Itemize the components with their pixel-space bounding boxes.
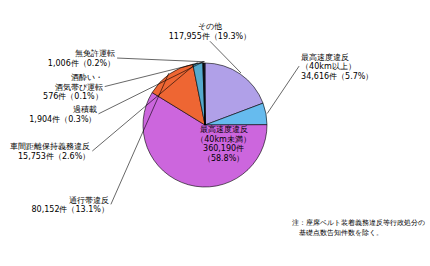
label-line: 34,616件（5.7%）	[301, 71, 373, 80]
category-label: 酒酔い・酒気帯び運転	[55, 73, 103, 92]
leader-line	[117, 58, 205, 62]
label-line: 最高速度違反	[301, 52, 349, 61]
slice-label: 無免許運転1,006件（0.2%）	[48, 49, 115, 68]
slice	[204, 63, 205, 125]
label-line: 15,753件（2.6%）	[18, 151, 90, 160]
slice-label: 酒酔い・酒気帯び運転576件（0.1%）	[43, 73, 103, 101]
slice-label: 車間距離保持義務違反15,753件（2.6%）	[10, 142, 90, 161]
slice-label: 通行帯違反80,152件（13.1%）	[31, 195, 108, 214]
leader-line	[105, 62, 204, 87]
label-line: 通行帯違反	[69, 195, 109, 204]
category-label: その他	[198, 22, 222, 31]
slices	[143, 63, 267, 187]
leader-line	[111, 73, 169, 204]
label-line: （58.8%）	[203, 153, 244, 162]
label-line: 酒気帯び運転	[55, 82, 103, 91]
label-line: 過積載	[73, 105, 97, 114]
leader-line	[99, 62, 204, 114]
note: 注：座席ベルト装着義務違反等行政処分の 基礎点数告知件数を除く。	[292, 219, 425, 237]
data-label: 34,616件（5.7%）	[301, 71, 373, 80]
slice	[203, 63, 205, 125]
leader-line	[267, 66, 299, 113]
label-line: 最高速度違反	[200, 125, 248, 134]
label-line: 無免許運転	[75, 49, 115, 58]
slice	[193, 63, 205, 125]
leader-lines	[92, 41, 299, 204]
label-line: 80,152件（13.1%）	[31, 205, 108, 214]
labels: その他117,955件（19.3%）最高速度違反（40km以上）34,616件（…	[10, 22, 373, 214]
label-line: 576件（0.1%）	[43, 92, 103, 101]
slice-label: 最高速度違反（40km未満）360,190件（58.8%）	[196, 125, 251, 163]
slice-label: 過積載1,904件（0.3%）	[29, 105, 96, 124]
data-label: 80,152件（13.1%）	[31, 205, 108, 214]
label-line: 360,190件	[203, 144, 244, 153]
label-line: （40km以上）	[301, 62, 356, 71]
label-line: 酒酔い・	[71, 73, 103, 82]
label-line: 117,955件（19.3%）	[169, 31, 252, 40]
data-label: 1,904件（0.3%）	[29, 114, 96, 123]
category-label: 過積載	[73, 105, 97, 114]
data-label: 360,190件（58.8%）	[203, 144, 244, 163]
note-line: 基礎点数告知件数を除く。	[292, 229, 383, 237]
data-label: 576件（0.1%）	[43, 92, 103, 101]
label-line: 車間距離保持義務違反	[10, 142, 90, 151]
leader-line	[210, 41, 241, 73]
category-label: 無免許運転	[75, 49, 115, 58]
chart: その他117,955件（19.3%）最高速度違反（40km以上）34,616件（…	[0, 0, 430, 266]
label-line: 1,904件（0.3%）	[29, 114, 96, 123]
label-line: 1,006件（0.2%）	[48, 58, 115, 67]
category-label: 通行帯違反	[69, 195, 109, 204]
slice	[205, 103, 267, 125]
label-line: その他	[198, 22, 222, 31]
slice	[204, 63, 206, 125]
leader-line	[92, 62, 197, 151]
category-label: 車間距離保持義務違反	[10, 142, 90, 151]
slice-label: 最高速度違反（40km以上）34,616件（5.7%）	[301, 52, 373, 80]
data-label: 117,955件（19.3%）	[169, 31, 252, 40]
data-label: 1,006件（0.2%）	[48, 58, 115, 67]
category-label: 最高速度違反（40km未満）	[196, 125, 251, 144]
slice-label: その他117,955件（19.3%）	[169, 22, 252, 41]
data-label: 15,753件（2.6%）	[18, 151, 90, 160]
label-line: （40km未満）	[196, 134, 251, 143]
note-line: 注：座席ベルト装着義務違反等行政処分の	[292, 219, 425, 227]
category-label: 最高速度違反（40km以上）	[301, 52, 356, 71]
